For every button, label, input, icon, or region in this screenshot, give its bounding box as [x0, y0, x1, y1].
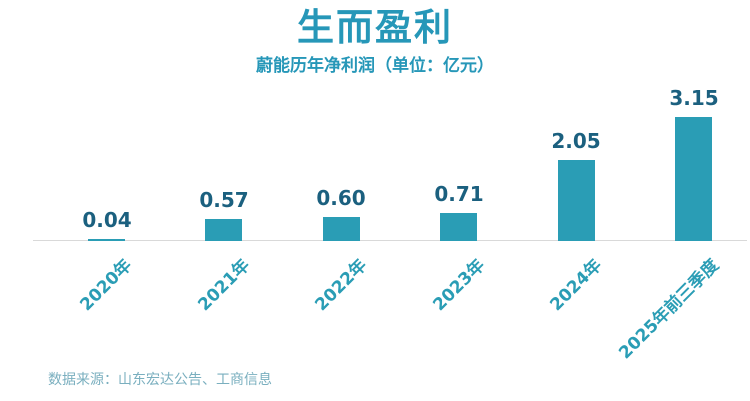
x-axis-label: 2023年 — [429, 255, 489, 316]
bar-value-label: 0.71 — [434, 182, 484, 206]
x-axis-line — [33, 240, 747, 241]
x-axis-label: 2021年 — [194, 255, 254, 316]
bar-2023年 — [440, 213, 477, 241]
x-axis-label: 2020年 — [76, 255, 136, 316]
chart-title: 生而盈利 — [297, 6, 453, 49]
bar-2025年前三季度 — [675, 117, 712, 241]
bar-value-label: 3.15 — [669, 86, 719, 110]
bar-value-label: 0.04 — [82, 208, 132, 232]
bar-value-label: 2.05 — [551, 129, 601, 153]
x-axis-label: 2025年前三季度 — [614, 255, 723, 364]
bar-2020年 — [88, 239, 125, 241]
source-note: 数据来源：山东宏达公告、工商信息 — [48, 372, 272, 388]
bar-value-label: 0.60 — [316, 186, 366, 210]
bar-2024年 — [558, 160, 595, 241]
bar-2021年 — [205, 219, 242, 241]
x-axis-label: 2024年 — [546, 255, 606, 316]
bar-value-label: 0.57 — [199, 188, 249, 212]
chart-subtitle: 蔚能历年净利润（单位：亿元） — [256, 56, 494, 76]
x-axis-label: 2022年 — [311, 255, 371, 316]
bar-2022年 — [323, 217, 360, 241]
